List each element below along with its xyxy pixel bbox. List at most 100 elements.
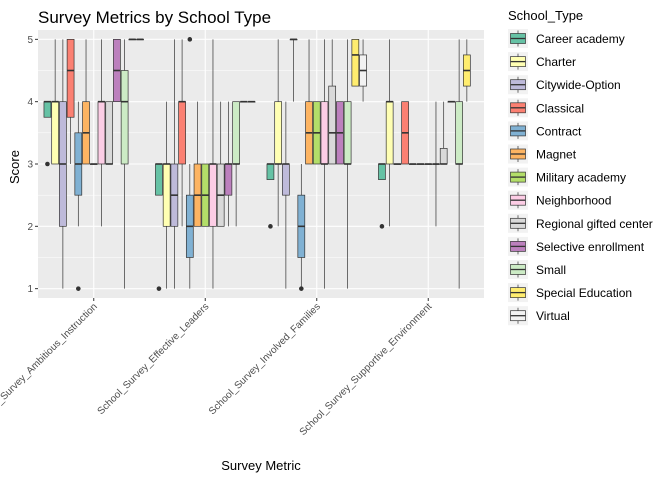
box-charter (274, 39, 282, 227)
box-classical (289, 38, 298, 102)
y-tick-label: 2 (27, 222, 33, 233)
box-neighborhood (97, 39, 106, 227)
legend-label: Special Education (536, 286, 632, 300)
legend-label: Selective enrollment (536, 240, 645, 254)
box-military-academy (201, 163, 210, 227)
outlier-point (45, 161, 50, 167)
outlier-point (268, 224, 273, 229)
box-selective-enrollment (447, 100, 456, 103)
box-special-education (463, 39, 471, 102)
box-body (274, 101, 282, 165)
legend-item: Virtual (508, 306, 570, 326)
box-charter (385, 39, 394, 227)
x-tick-label: School_Survey_Effective_Leaders (96, 301, 212, 417)
legend: Career academy Charter Citywide-Option Clas… (508, 29, 653, 326)
outlier-point (379, 224, 385, 229)
box-charter (162, 101, 171, 289)
box-selective-enrollment (113, 38, 121, 103)
legend-item: Citywide-Option (508, 75, 621, 95)
box-body (224, 163, 233, 196)
box-career-academy (43, 100, 52, 167)
box-regional-gifted-center (105, 101, 114, 165)
legend-label: Contract (536, 124, 582, 138)
legend-item: Regional gifted center (508, 213, 653, 233)
box-body (439, 148, 448, 165)
y-tick-label: 1 (27, 284, 33, 295)
chart-title: Survey Metrics by School Type (38, 8, 271, 27)
box-virtual (247, 100, 256, 103)
legend-label: Neighborhood (536, 194, 611, 208)
legend-label: Classical (536, 101, 584, 115)
legend-item: Career academy (508, 29, 625, 48)
legend-label: Small (536, 263, 566, 277)
box-neighborhood (432, 101, 440, 227)
legend-label: Military academy (536, 171, 626, 185)
box-body (120, 70, 129, 165)
y-tick-label: 4 (27, 97, 33, 108)
legend-label: Regional gifted center (536, 217, 653, 231)
box-magnet (193, 101, 202, 227)
box-body (51, 101, 59, 165)
box-military-academy (89, 163, 98, 165)
y-tick-label: 5 (27, 35, 33, 46)
legend-label: Magnet (536, 148, 577, 162)
box-body (343, 101, 352, 165)
box-citywide-option (59, 39, 67, 289)
box-magnet (416, 163, 425, 165)
box-body (105, 101, 114, 165)
box-citywide-option (282, 101, 290, 289)
box-contract (185, 37, 194, 289)
box-military-academy (312, 101, 321, 165)
box-career-academy (266, 163, 275, 229)
x-tick-label: School_Survey_Supportive_Environment (298, 301, 435, 438)
box-contract (297, 164, 306, 291)
box-small (455, 39, 463, 289)
box-body (320, 101, 329, 165)
outlier-point (187, 37, 193, 42)
box-citywide-option (170, 39, 179, 289)
box-body (266, 163, 275, 180)
box-body (328, 85, 337, 165)
legend-label: Virtual (536, 309, 570, 323)
x-axis-title: Survey Metric (221, 458, 301, 473)
legend-item: Special Education (508, 283, 632, 303)
box-special-education (351, 38, 360, 87)
box-career-academy (378, 163, 386, 229)
legend-item: Neighborhood (508, 190, 611, 210)
box-magnet (82, 39, 90, 165)
box-body (43, 101, 52, 118)
box-neighborhood (320, 39, 329, 289)
box-body (178, 101, 186, 165)
outlier-point (76, 286, 81, 291)
box-body (385, 101, 394, 165)
outlier-point (299, 286, 304, 291)
legend-item: Small (508, 260, 566, 279)
box-military-academy (424, 163, 433, 165)
y-tick-label: 3 (27, 160, 33, 171)
legend-label: Citywide-Option (536, 78, 621, 92)
box-small (343, 39, 352, 289)
box-small (120, 39, 129, 289)
outlier-point (156, 286, 162, 291)
box-body (209, 163, 217, 227)
box-citywide-option (393, 163, 402, 165)
box-virtual (136, 38, 144, 41)
box-magnet (305, 39, 313, 165)
box-body (66, 38, 75, 118)
box-neighborhood (209, 39, 217, 289)
boxes-layer (43, 37, 471, 291)
legend-label: Charter (536, 55, 576, 69)
legend-item: Magnet (508, 144, 577, 164)
box-body (162, 163, 171, 227)
box-special-education (240, 100, 248, 103)
legend-item: Classical (508, 98, 584, 118)
box-career-academy (155, 163, 163, 291)
y-axis-title: Score (7, 150, 22, 184)
box-regional-gifted-center (439, 101, 448, 165)
x-tick-label: School_Survey_Ambitious_Instruction (0, 301, 100, 428)
legend-item: Charter (508, 52, 576, 72)
box-selective-enrollment (336, 101, 344, 165)
legend-label: Career academy (536, 32, 625, 46)
box-classical (401, 101, 409, 165)
